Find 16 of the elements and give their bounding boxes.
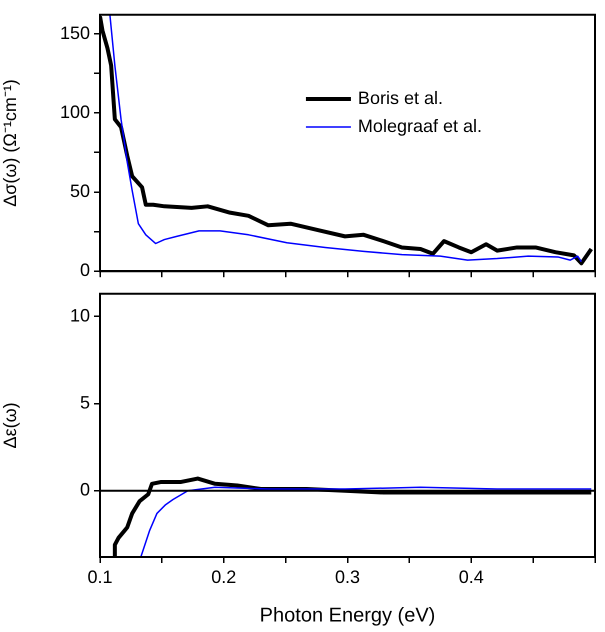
x-tick-label: 0.1 [87, 566, 113, 587]
y-tick-label: 0 [80, 480, 90, 500]
x-axis-title: Photon Energy (eV) [260, 604, 436, 627]
y-tick-label: 50 [70, 181, 90, 202]
y-tick-label: 150 [60, 22, 90, 43]
legend-label: Boris et al. [358, 88, 443, 108]
y-axis-title: Δε(ω) [0, 402, 20, 448]
x-tick-label: 0.2 [211, 566, 236, 587]
legend-label: Molegraaf et al. [358, 116, 482, 136]
x-tick-label: 0.3 [334, 566, 360, 587]
y-tick-label: 5 [80, 392, 90, 413]
y-tick-label: 10 [70, 305, 90, 326]
y-axis-title: Δσ(ω) (Ω⁻¹cm⁻¹) [0, 79, 20, 207]
y-tick-label: 100 [60, 102, 90, 122]
x-tick-label: 0.4 [458, 566, 484, 587]
y-tick-label: 0 [80, 260, 90, 280]
